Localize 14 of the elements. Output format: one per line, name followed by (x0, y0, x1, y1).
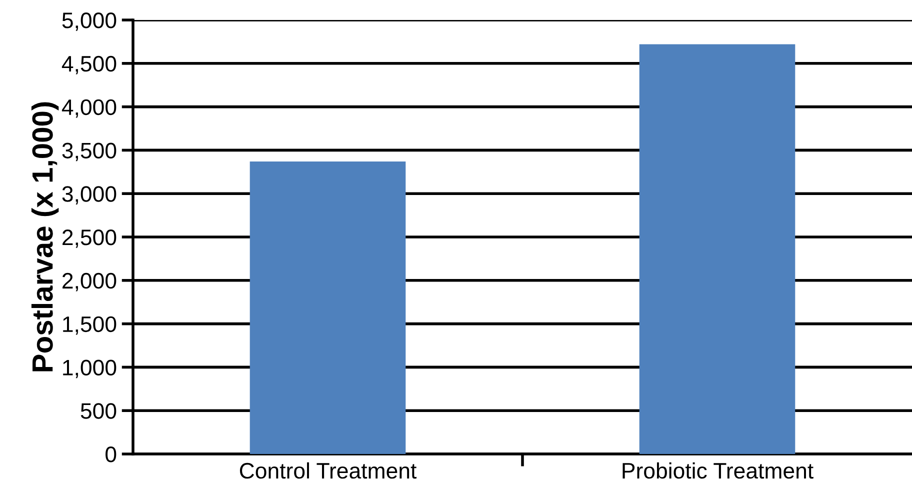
y-tick-label: 5,000 (62, 12, 116, 31)
y-tick-label: 1,000 (63, 360, 116, 378)
y-tick-label: 3,000 (62, 186, 116, 204)
y-tick-label: 3,500 (62, 142, 116, 162)
y-tick-label: 4,500 (62, 56, 116, 74)
y-tick-label: 2,500 (62, 230, 116, 248)
y-tick-label: 2,000 (62, 272, 116, 292)
y-axis-title: Postlarvae (x 1,000) (31, 102, 59, 372)
y-tick-label: 4,000 (62, 99, 116, 118)
y-tick-label: 500 (80, 403, 116, 419)
y-tick-label: 1,500 (63, 316, 116, 335)
x-tick-label: Control Treatment (240, 462, 417, 479)
y-tick-label: 0 (106, 446, 116, 462)
x-tick-label: Probiotic Treatment (622, 462, 814, 479)
